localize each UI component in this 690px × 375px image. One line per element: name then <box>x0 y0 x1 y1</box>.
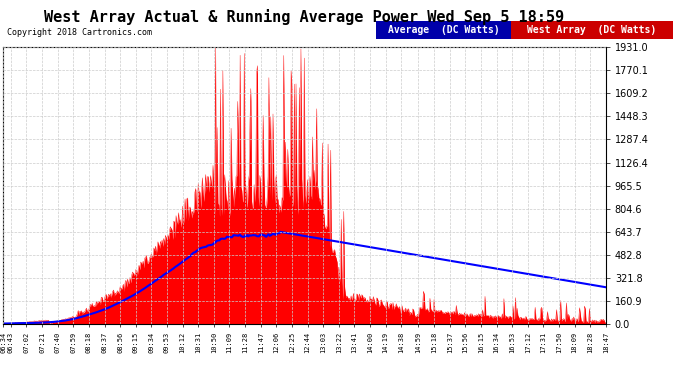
Text: West Array  (DC Watts): West Array (DC Watts) <box>527 26 656 35</box>
Text: Average  (DC Watts): Average (DC Watts) <box>388 26 499 35</box>
Text: West Array Actual & Running Average Power Wed Sep 5 18:59: West Array Actual & Running Average Powe… <box>43 9 564 26</box>
Text: Copyright 2018 Cartronics.com: Copyright 2018 Cartronics.com <box>7 28 152 37</box>
